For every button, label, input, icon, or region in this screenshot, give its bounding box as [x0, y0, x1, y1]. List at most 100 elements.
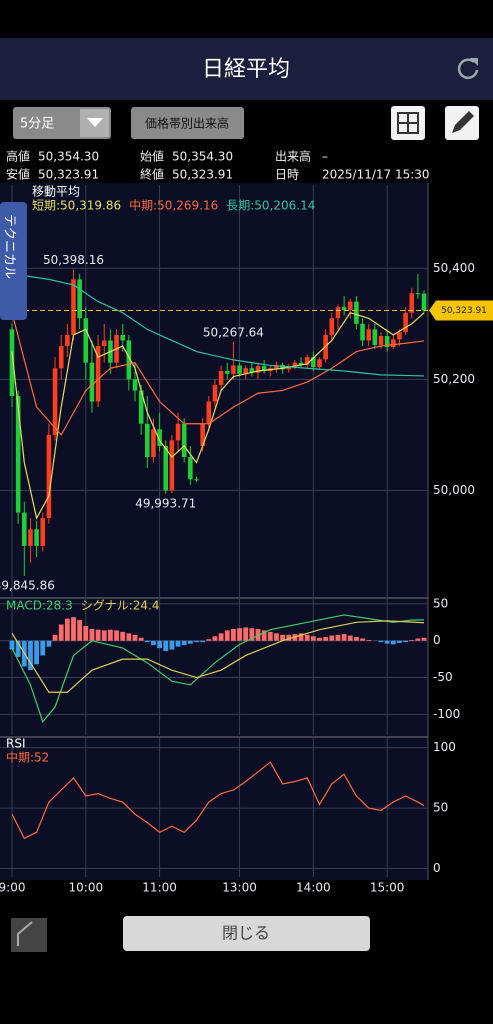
- histogram-bar: [169, 640, 175, 650]
- histogram-bar: [329, 635, 335, 641]
- candle-body: [298, 362, 304, 365]
- histogram-bar: [151, 640, 156, 646]
- histogram-bar: [175, 640, 181, 647]
- x-tick-label: 11:00: [142, 881, 177, 895]
- candle-body: [89, 362, 95, 402]
- candle-body: [329, 318, 335, 335]
- quote-label: 日時: [275, 168, 299, 182]
- quote-info: 高値 50,354.30 始値 50,354.30 出来高 – 安値 50,323.91 終値 5…: [6, 149, 430, 182]
- histogram-bar: [280, 634, 285, 641]
- histogram-bar: [114, 630, 119, 641]
- technical-tab[interactable]: [0, 202, 27, 320]
- candle-body: [317, 359, 322, 368]
- histogram-bar: [126, 633, 132, 641]
- candle-body: [132, 379, 138, 391]
- plot-background: [0, 183, 428, 880]
- histogram-bar: [187, 640, 193, 644]
- candle-body: [397, 332, 402, 340]
- draw-button[interactable]: [445, 106, 479, 140]
- price-annotation: 49,993.71: [135, 496, 196, 510]
- y-tick-label: 0: [433, 633, 441, 647]
- histogram-bar: [200, 640, 206, 643]
- quote-value: 2025/11/17 15:30: [322, 168, 430, 182]
- legend-entry: 中期:52: [6, 750, 49, 765]
- quote-value: 50,323.91: [38, 168, 99, 182]
- candle-body: [409, 293, 415, 313]
- candle-body: [347, 301, 353, 310]
- histogram-bar: [310, 636, 316, 641]
- histogram-bar: [52, 634, 58, 641]
- price-annotation: 50,267.64: [203, 325, 264, 339]
- y-tick-label: 50,200: [433, 372, 475, 386]
- histogram-bar: [317, 637, 322, 641]
- expand-icon[interactable]: [11, 918, 47, 952]
- candle-body: [15, 395, 21, 513]
- histogram-bar: [286, 634, 292, 641]
- candle-body: [311, 357, 316, 368]
- volume-button[interactable]: [131, 107, 244, 139]
- y-tick-label: 50: [433, 801, 448, 815]
- candle-body: [101, 340, 107, 347]
- histogram-bar: [231, 628, 236, 641]
- y-tick-label: 50,000: [433, 483, 475, 497]
- y-tick-label: 50: [433, 596, 448, 610]
- quote-value: 50,323.91: [172, 168, 233, 182]
- candle-body: [181, 423, 187, 458]
- histogram-bar: [89, 628, 95, 641]
- price-annotation: 50,398.16: [43, 253, 104, 267]
- interval-select[interactable]: [13, 107, 111, 139]
- candle-body: [34, 529, 39, 546]
- histogram-bar: [261, 630, 267, 641]
- technical-tab-label: テクニカル: [2, 214, 17, 279]
- histogram-bar: [298, 633, 304, 641]
- histogram-bar: [157, 640, 162, 649]
- histogram-bar: [403, 640, 408, 643]
- candle-body: [71, 279, 76, 335]
- histogram-bar: [274, 633, 279, 641]
- histogram-bar: [421, 637, 427, 641]
- histogram-bar: [120, 631, 126, 641]
- histogram-bar: [360, 638, 365, 641]
- quote-label: 高値: [6, 149, 30, 164]
- candle-body: [304, 357, 310, 365]
- legend-entry: 短期:50,319.86: [32, 199, 121, 213]
- layout-button[interactable]: [391, 106, 425, 140]
- candle-body: [360, 323, 365, 341]
- x-tick-label: 9:00: [0, 881, 25, 895]
- candle-body: [261, 366, 267, 372]
- candle-body: [403, 312, 408, 333]
- quote-value: 50,354.30: [38, 150, 99, 164]
- histogram-bar: [249, 628, 255, 641]
- candle-body: [157, 429, 162, 446]
- candle-body: [22, 512, 27, 546]
- histogram-bar: [255, 628, 261, 641]
- candle-body: [46, 434, 52, 519]
- quote-value: –: [322, 150, 328, 164]
- histogram-bar: [15, 640, 21, 657]
- histogram-bar: [341, 634, 347, 641]
- candle-body: [366, 329, 371, 341]
- y-tick-label: -50: [433, 670, 453, 684]
- indicator-title: 移動平均: [32, 185, 80, 199]
- candle-body: [40, 518, 46, 546]
- current-price-label: 50,323.91: [441, 306, 487, 316]
- histogram-bar: [194, 640, 199, 643]
- candle-body: [372, 329, 378, 345]
- candle-body: [194, 479, 199, 481]
- candle-body: [421, 293, 427, 311]
- histogram-bar: [378, 640, 384, 643]
- candle-body: [384, 336, 390, 348]
- volume-button-label: 価格帯別出来高: [145, 116, 229, 131]
- histogram-bar: [28, 640, 33, 671]
- refresh-button[interactable]: [457, 58, 479, 79]
- histogram-bar: [354, 637, 359, 641]
- quote-label: 出来高: [275, 149, 311, 164]
- histogram-bar: [46, 640, 52, 647]
- histogram-bar: [267, 631, 273, 641]
- histogram-bar: [335, 634, 341, 641]
- candle-body: [120, 334, 125, 341]
- histogram-bar: [71, 617, 76, 641]
- candle-body: [231, 365, 236, 374]
- legend-entry: シグナル:24.4: [81, 599, 160, 613]
- close-button[interactable]: [123, 916, 370, 951]
